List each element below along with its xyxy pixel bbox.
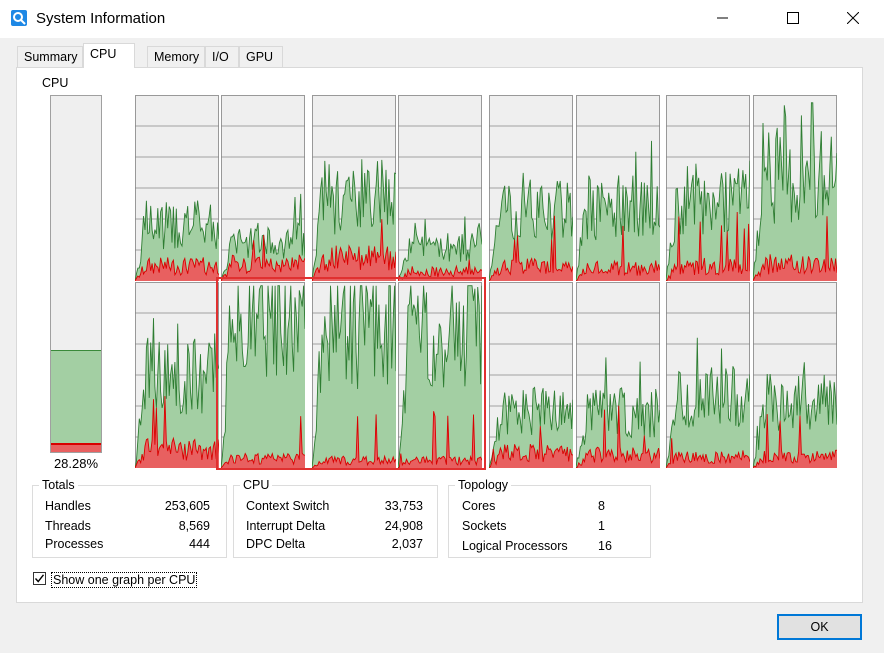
close-icon [846,11,860,27]
cpu-stats-row-interrupt-delta: Interrupt Delta 24,908 [234,519,437,537]
title-bar: System Information [0,0,884,38]
cpu-stats-group: CPU Context Switch 33,753 Interrupt Delt… [233,478,438,558]
maximize-icon [787,11,799,27]
minimize-icon [717,12,729,27]
overall-cpu-usage-fill [51,350,101,452]
topology-value: 8 [598,499,605,513]
cpu-graph-15 [753,282,837,468]
cpu-graph-5 [576,95,660,281]
ok-button[interactable]: OK [777,614,862,640]
cpu-graph-14 [666,282,750,468]
topology-label: Sockets [462,519,507,533]
tab-cpu[interactable]: CPU [83,43,135,68]
cpu-graph-7 [753,95,837,281]
totals-title: Totals [39,478,78,492]
totals-row-threads: Threads 8,569 [33,519,226,537]
cpu-stats-label: Interrupt Delta [246,519,326,533]
cpu-stats-row-context-switch: Context Switch 33,753 [234,499,437,517]
cpu-graph-4 [489,95,573,281]
topology-row-sockets: Sockets 1 [449,519,650,537]
show-one-graph-checkbox[interactable] [33,572,46,585]
totals-row-processes: Processes 444 [33,537,226,555]
totals-value: 8,569 [178,519,210,533]
totals-value: 253,605 [164,499,210,513]
topology-title: Topology [455,478,512,492]
totals-label: Handles [45,499,91,513]
topology-group: Topology Cores 8 Sockets 1 Logical Proce… [448,478,651,558]
cpu-stats-label: Context Switch [246,499,330,513]
totals-value: 444 [189,537,210,551]
window-title: System Information [36,10,166,27]
overall-cpu-kernel-fill [51,443,101,452]
topology-value: 16 [598,539,612,553]
minimize-button[interactable] [700,0,746,38]
cpu-graph-9 [221,282,305,468]
close-button[interactable] [830,0,876,38]
overall-cpu-label: CPU [42,76,69,90]
maximize-button[interactable] [770,0,816,38]
cpu-graph-10 [312,282,396,468]
topology-label: Cores [462,499,496,513]
overall-cpu-bar [50,95,102,453]
cpu-stats-value: 24,908 [384,519,423,533]
tab-memory[interactable]: Memory [147,46,205,67]
tab-summary[interactable]: Summary [17,46,83,67]
totals-group: Totals Handles 253,605 Threads 8,569 Pro… [32,478,227,558]
topology-row-logical-processors: Logical Processors 16 [449,539,650,557]
tab-io[interactable]: I/O [205,46,239,67]
topology-label: Logical Processors [462,539,568,553]
totals-label: Processes [45,537,104,551]
system-information-icon [10,9,28,27]
cpu-graph-2 [312,95,396,281]
totals-label: Threads [45,519,91,533]
tab-gpu[interactable]: GPU [239,46,283,67]
show-one-graph-label[interactable]: Show one graph per CPU [51,572,198,588]
cpu-stats-value: 33,753 [384,499,423,513]
cpu-graph-0 [135,95,219,281]
cpu-graph-3 [398,95,482,281]
totals-row-handles: Handles 253,605 [33,499,226,517]
cpu-graph-8 [135,282,219,468]
cpu-graph-6 [666,95,750,281]
topology-row-cores: Cores 8 [449,499,650,517]
cpu-stats-value: 2,037 [391,537,423,551]
cpu-graph-1 [221,95,305,281]
cpu-graph-12 [489,282,573,468]
checkmark-icon [34,573,45,584]
cpu-stats-label: DPC Delta [246,537,306,551]
cpu-graph-13 [576,282,660,468]
cpu-stats-row-dpc-delta: DPC Delta 2,037 [234,537,437,555]
cpu-stats-title: CPU [240,478,273,492]
cpu-graph-11 [398,282,482,468]
overall-cpu-percent: 28.28% [53,456,99,471]
topology-value: 1 [598,519,605,533]
